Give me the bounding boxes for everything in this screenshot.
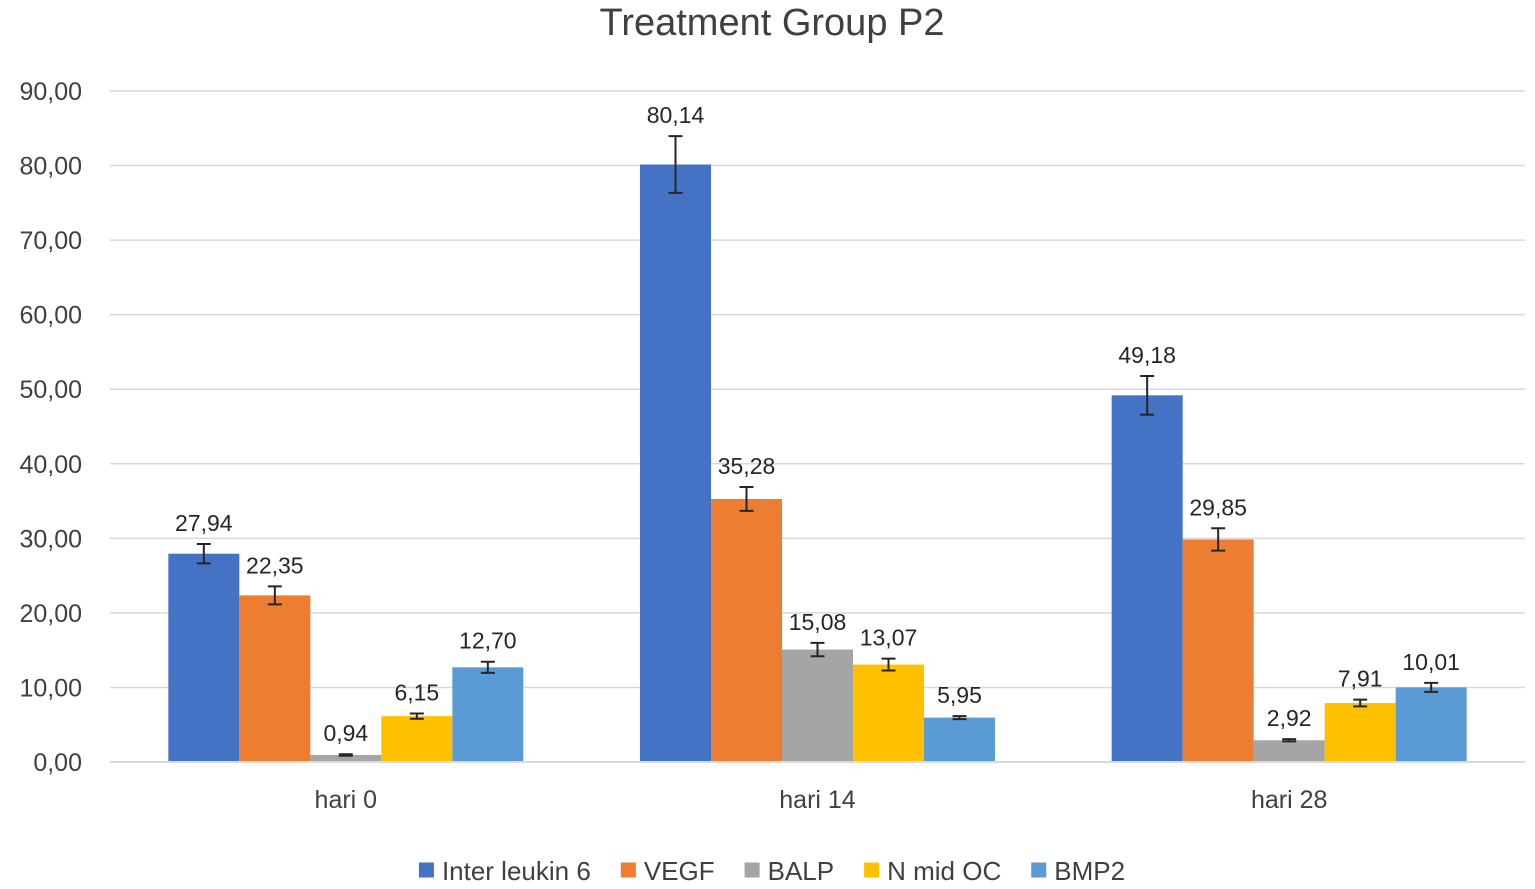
bar-n-mid-oc-0 <box>381 716 453 762</box>
error-bar <box>1211 527 1226 552</box>
error-bar <box>1140 374 1155 416</box>
y-tick-label: 70,00 <box>19 227 82 255</box>
data-label: 49,18 <box>1118 342 1176 368</box>
legend: Inter leukin 6 VEGF BALP N mid OC BMP2 <box>418 856 1125 886</box>
data-label: 0,94 <box>323 720 368 746</box>
error-bar <box>409 712 424 720</box>
error-bar <box>1353 698 1368 708</box>
bar-inter-leukin-6-0 <box>168 553 240 762</box>
x-category-label: hari 0 <box>315 786 378 814</box>
error-bar <box>952 715 967 721</box>
error-bar <box>267 585 282 606</box>
bar-balp-2 <box>1253 740 1325 762</box>
legend-item: BMP2 <box>1031 856 1125 886</box>
y-tick-label: 60,00 <box>19 302 82 330</box>
data-label: 22,35 <box>246 552 304 578</box>
legend-swatch <box>620 862 636 878</box>
bar-vegf-0 <box>239 595 311 762</box>
legend-label: BALP <box>768 856 835 886</box>
error-bar <box>196 543 211 565</box>
data-label: 29,85 <box>1189 494 1247 520</box>
bar-n-mid-oc-1 <box>853 664 924 762</box>
legend-label: N mid OC <box>887 856 1001 886</box>
bar-n-mid-oc-2 <box>1324 703 1396 762</box>
gridlines <box>110 90 1525 689</box>
error-bar <box>810 641 825 658</box>
data-label: 5,95 <box>937 682 982 708</box>
bar-vegf-2 <box>1182 539 1254 762</box>
data-label: 6,15 <box>394 680 439 706</box>
error-bar <box>881 657 896 672</box>
error-bar <box>739 486 754 512</box>
bar-bmp2-0 <box>452 667 524 762</box>
legend-item: Inter leukin 6 <box>418 856 591 886</box>
bar-vegf-1 <box>711 498 782 762</box>
legend-swatch <box>744 862 760 878</box>
data-label: 80,14 <box>647 102 705 128</box>
y-tick-label: 10,00 <box>19 674 82 702</box>
bar-balp-1 <box>782 649 853 762</box>
y-tick-label: 20,00 <box>19 600 82 628</box>
y-tick-label: 40,00 <box>19 451 82 479</box>
data-label: 12,70 <box>459 628 517 654</box>
x-category-label: hari 28 <box>1251 786 1327 814</box>
y-tick-label: 0,00 <box>33 749 82 777</box>
y-axis: 0,00 10,00 20,00 30,00 40,00 50,00 60,00 70,00 8… <box>19 78 82 777</box>
data-label: 27,94 <box>175 510 233 536</box>
bar-inter-leukin-6-2 <box>1111 395 1183 762</box>
y-tick-label: 30,00 <box>19 525 82 553</box>
error-bar <box>338 753 353 757</box>
y-tick-label: 50,00 <box>19 376 82 404</box>
legend-label: BMP2 <box>1054 856 1125 886</box>
bar-inter-leukin-6-1 <box>640 164 711 762</box>
bar-bmp2-1 <box>924 717 995 762</box>
data-label: 7,91 <box>1338 666 1383 692</box>
bar-bmp2-2 <box>1395 687 1467 762</box>
data-label: 15,08 <box>789 609 847 635</box>
error-bar <box>1282 738 1297 743</box>
data-label: 13,07 <box>860 625 918 651</box>
error-bar <box>668 135 683 194</box>
data-label: 2,92 <box>1267 705 1312 731</box>
legend-swatch <box>418 862 434 878</box>
legend-label: VEGF <box>644 856 715 886</box>
chart-title: Treatment Group P2 <box>600 2 945 44</box>
legend-label: Inter leukin 6 <box>442 856 591 886</box>
legend-item: VEGF <box>620 856 715 886</box>
legend-item: BALP <box>744 856 835 886</box>
error-bars <box>196 135 1439 757</box>
x-category-label: hari 14 <box>779 786 856 814</box>
legend-swatch <box>1031 862 1047 878</box>
legend-item: N mid OC <box>864 856 1001 886</box>
data-label: 35,28 <box>718 453 776 479</box>
error-bar <box>1424 681 1439 693</box>
bars <box>168 164 1467 762</box>
y-tick-label: 90,00 <box>19 78 82 106</box>
data-label: 10,01 <box>1402 649 1460 675</box>
legend-swatch <box>864 862 880 878</box>
x-axis: hari 0 hari 14 hari 28 <box>110 761 1525 814</box>
data-labels: 27,94 22,35 0,94 6,15 12,70 80,14 35,28 15,08 13… <box>175 102 1460 746</box>
y-tick-label: 80,00 <box>19 153 82 181</box>
error-bar <box>480 660 495 674</box>
bar-balp-0 <box>310 754 382 762</box>
